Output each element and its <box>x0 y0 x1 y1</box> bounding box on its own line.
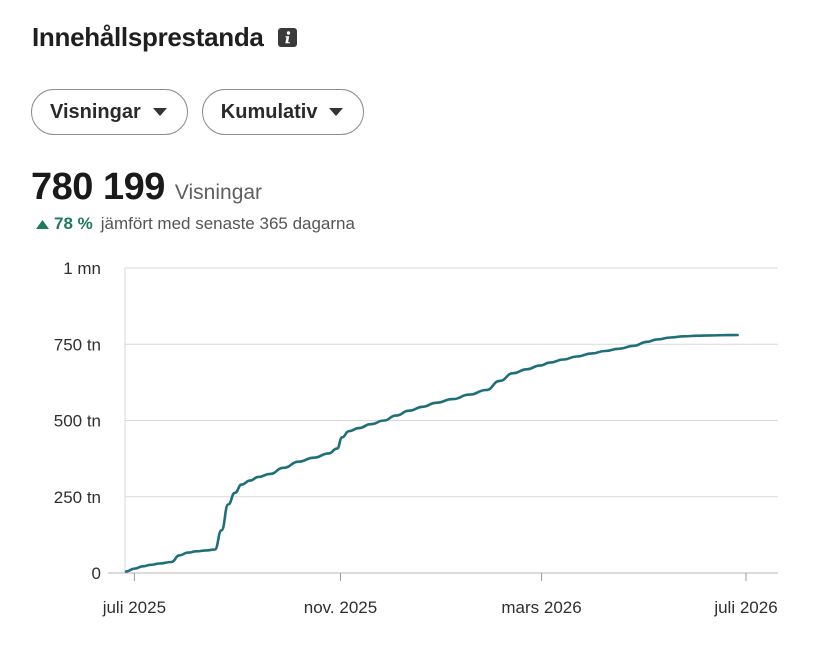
change-description: jämfört med senaste 365 dagarna <box>100 214 355 233</box>
metric-dropdown-label: Visningar <box>50 100 141 123</box>
summary: 780 199 Visningar <box>31 166 262 209</box>
y-tick-label: 250 tn <box>54 488 101 507</box>
total-views-value: 780 199 <box>31 166 165 208</box>
x-tick-label: juli 2026 <box>713 598 777 617</box>
x-tick-label: nov. 2025 <box>304 598 377 617</box>
aggregation-dropdown-label: Kumulativ <box>220 100 318 123</box>
caret-down-icon <box>152 108 167 116</box>
x-tick-label: juli 2025 <box>102 598 166 617</box>
y-tick-label: 1 mn <box>63 259 101 278</box>
total-views-label: Visningar <box>174 181 263 204</box>
info-icon[interactable] <box>277 28 297 47</box>
y-tick-label: 750 tn <box>54 335 101 354</box>
metric-dropdown[interactable]: Visningar <box>31 89 188 135</box>
change-percent: 78 % <box>54 214 93 233</box>
triangle-up-icon <box>36 219 49 229</box>
chart-header: Innehållsprestanda <box>32 22 297 53</box>
change-indicator: 78 % jämfört med senaste 365 dagarna <box>36 214 355 234</box>
aggregation-dropdown[interactable]: Kumulativ <box>201 89 365 135</box>
y-tick-label: 500 tn <box>54 412 101 431</box>
filter-bar: Visningar Kumulativ <box>31 89 365 135</box>
caret-down-icon <box>329 108 344 116</box>
series-line <box>124 333 739 573</box>
y-tick-label: 0 <box>92 564 101 583</box>
page-title: Innehållsprestanda <box>32 22 264 52</box>
x-tick-label: mars 2026 <box>501 598 581 617</box>
